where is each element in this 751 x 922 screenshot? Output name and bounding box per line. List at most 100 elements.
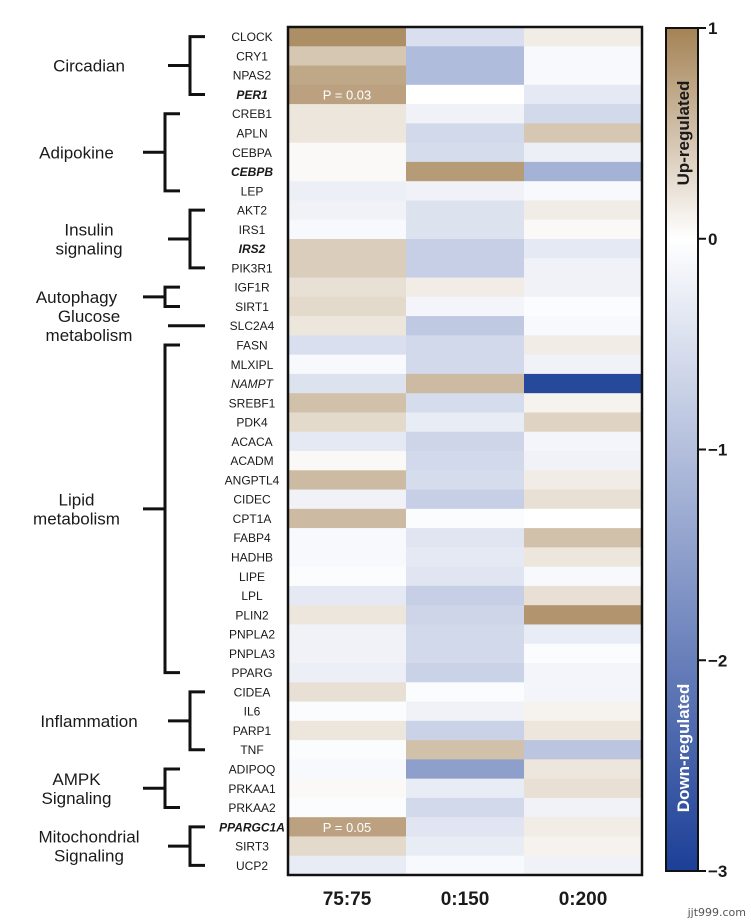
heatmap-cell xyxy=(524,84,643,105)
gene-label: PIK3R1 xyxy=(231,261,273,275)
gene-label: PARP1 xyxy=(233,724,272,738)
gene-label: AKT2 xyxy=(237,204,267,218)
heatmap-cell xyxy=(524,277,643,298)
heatmap-cell xyxy=(288,605,407,625)
heatmap-cell xyxy=(288,354,407,375)
bracket-line xyxy=(143,343,180,675)
heatmap-cell xyxy=(288,316,407,336)
heatmap-cell xyxy=(406,412,525,433)
heatmap-cell xyxy=(524,508,643,529)
column-label: 0:200 xyxy=(559,889,608,910)
heatmap-cell xyxy=(406,104,525,124)
heatmap-cell xyxy=(288,451,407,471)
heatmap-cell xyxy=(524,219,643,240)
bracket-line xyxy=(168,825,205,867)
heatmap-cell xyxy=(406,219,525,240)
heatmap-cell xyxy=(406,431,525,452)
gene-label: PPARG xyxy=(231,666,272,680)
heatmap-cell xyxy=(406,663,525,683)
bracket-line xyxy=(168,208,205,270)
gene-label: IRS1 xyxy=(239,223,266,237)
heatmap-cell xyxy=(406,46,525,67)
gene-label: LIPE xyxy=(239,570,265,584)
heatmap-cell xyxy=(288,508,407,529)
heatmap-cell xyxy=(288,740,407,760)
heatmap-cell xyxy=(288,65,407,86)
heatmap-cell xyxy=(406,740,525,760)
heatmap-cell xyxy=(524,65,643,86)
heatmap-cell xyxy=(406,200,525,221)
heatmap-cell xyxy=(288,701,407,722)
heatmap-cell xyxy=(288,663,407,683)
column-label: 75:75 xyxy=(323,889,372,910)
heatmap-cell xyxy=(524,720,643,741)
gene-label: SIRT3 xyxy=(235,840,269,854)
gene-label: PPARGC1A xyxy=(219,820,285,834)
gene-label: SIRT1 xyxy=(235,300,269,314)
gene-label: NAMPT xyxy=(231,377,275,391)
category-label: Inflammation xyxy=(40,712,137,731)
heatmap-cell xyxy=(288,489,407,510)
up-regulated-label: Up-regulated xyxy=(674,81,693,186)
heatmap-cell xyxy=(524,663,643,683)
category-bracket: Inflammation xyxy=(40,690,205,752)
gene-label: PNPLA2 xyxy=(229,628,275,642)
heatmap-cell xyxy=(524,431,643,452)
heatmap-cell xyxy=(406,84,525,105)
heatmap-cell xyxy=(406,643,525,664)
heatmap-cell xyxy=(524,316,643,336)
heatmap-cell xyxy=(524,46,643,67)
heatmap-cell xyxy=(288,161,407,182)
gene-label: PER1 xyxy=(236,88,268,102)
heatmap-cell xyxy=(406,624,525,645)
heatmap-cell xyxy=(288,431,407,452)
bracket-line xyxy=(168,690,205,752)
heatmap-frame xyxy=(286,25,644,877)
gene-label: SREBF1 xyxy=(229,396,276,410)
heatmap-cell xyxy=(406,123,525,144)
heatmap-cell xyxy=(288,585,407,606)
heatmap-cell xyxy=(406,701,525,722)
category-bracket: Adipokine xyxy=(39,112,180,193)
heatmap-cell xyxy=(288,123,407,144)
gene-label: PRKAA2 xyxy=(228,801,276,815)
heatmap-cell xyxy=(288,682,407,703)
heatmap-cell xyxy=(406,258,525,279)
colorbar-tick-label: 1 xyxy=(708,19,717,38)
heatmap-cell xyxy=(524,393,643,413)
heatmap-cell xyxy=(288,104,407,124)
colorbar-tick-label: −3 xyxy=(708,862,727,881)
heatmap-cell xyxy=(406,817,525,837)
heatmap-cell xyxy=(524,296,643,317)
gene-label: ACADM xyxy=(230,454,273,468)
gene-label: IL6 xyxy=(244,705,261,719)
heatmap-cells xyxy=(288,27,643,876)
heatmap-cell xyxy=(406,239,525,259)
heatmap-cell xyxy=(406,65,525,86)
heatmap-cell xyxy=(524,585,643,606)
gene-label: PLIN2 xyxy=(235,608,269,622)
heatmap-cell xyxy=(524,451,643,471)
watermark: jjt999.com xyxy=(687,906,746,919)
heatmap-cell xyxy=(288,759,407,780)
heatmap-cell xyxy=(406,27,525,47)
heatmap-cell xyxy=(288,624,407,645)
gene-label: CEBPB xyxy=(231,165,273,179)
heatmap-cell xyxy=(406,142,525,163)
category-label: AMPK xyxy=(52,770,101,789)
heatmap-cell xyxy=(288,778,407,799)
gene-label: CIDEC xyxy=(233,493,271,507)
gene-label: NPAS2 xyxy=(233,69,272,83)
colorbar-tick-label: −2 xyxy=(708,651,727,670)
heatmap-cell xyxy=(406,778,525,799)
category-label: Insulin xyxy=(64,221,113,240)
p-value-annotations: P = 0.03 P = 0.05 xyxy=(323,87,372,834)
heatmap-cell xyxy=(524,817,643,837)
gene-label: CPT1A xyxy=(233,512,272,526)
